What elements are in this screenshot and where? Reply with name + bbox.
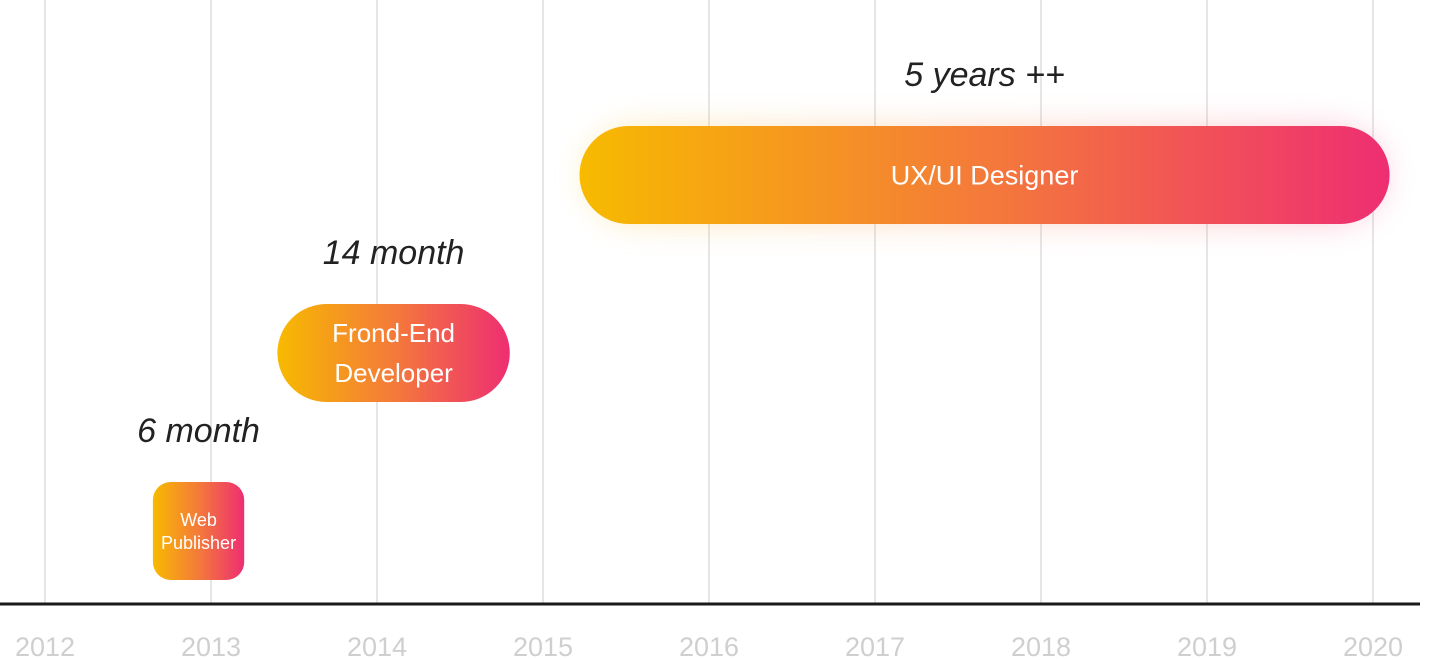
timeline-item-front-end-developer: Frond-End Developer 14 month (277, 234, 510, 402)
bar-label-front-end-developer-line-2: Developer (334, 358, 453, 388)
bar-label-ux-ui-designer-line-1: UX/UI Designer (891, 160, 1079, 190)
x-tick-label-2019: 2019 (1177, 632, 1237, 660)
bar-front-end-developer (277, 304, 510, 402)
x-tick-label-2018: 2018 (1011, 632, 1071, 660)
duration-label-web-publisher: 6 month (137, 412, 260, 450)
bar-label-web-publisher-line-1: Web (180, 510, 217, 530)
bar-ux-ui-designer (579, 126, 1390, 224)
x-tick-label-2020: 2020 (1343, 632, 1403, 660)
x-tick-label-2013: 2013 (181, 632, 241, 660)
x-tick-label-2012: 2012 (15, 632, 75, 660)
timeline-item-web-publisher: Web Publisher 6 month (137, 412, 260, 580)
x-axis: 2012 2013 2014 2015 2016 2017 2018 2019 2020 (0, 602, 1420, 660)
x-tick-label-2016: 2016 (679, 632, 739, 660)
timeline-item-ux-ui-designer: UX/UI Designer 5 years ++ (579, 56, 1390, 224)
x-tick-label-2017: 2017 (845, 632, 905, 660)
duration-label-ux-ui-designer: 5 years ++ (904, 56, 1065, 94)
gridlines (44, 0, 1374, 604)
bar-web-publisher (152, 482, 245, 580)
duration-label-front-end-developer: 14 month (323, 234, 465, 272)
bar-label-web-publisher-line-2: Publisher (161, 533, 236, 553)
x-tick-label-2014: 2014 (347, 632, 407, 660)
bar-label-front-end-developer-line-1: Frond-End (332, 318, 455, 348)
timeline-bars: Web Publisher 6 month Frond-End Developer 14 … (137, 56, 1390, 580)
x-tick-label-2015: 2015 (513, 632, 573, 660)
